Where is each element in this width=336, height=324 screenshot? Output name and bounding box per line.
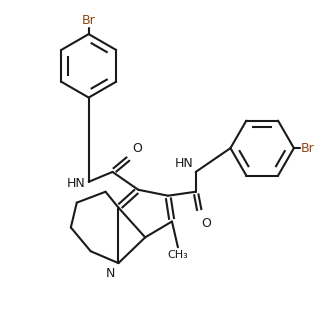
Text: O: O: [132, 142, 142, 155]
Text: O: O: [202, 216, 212, 229]
Text: HN: HN: [67, 177, 86, 190]
Text: Br: Br: [82, 14, 95, 27]
Text: HN: HN: [175, 157, 194, 170]
Text: Br: Br: [301, 142, 314, 155]
Text: CH₃: CH₃: [168, 250, 188, 260]
Text: N: N: [106, 267, 116, 280]
